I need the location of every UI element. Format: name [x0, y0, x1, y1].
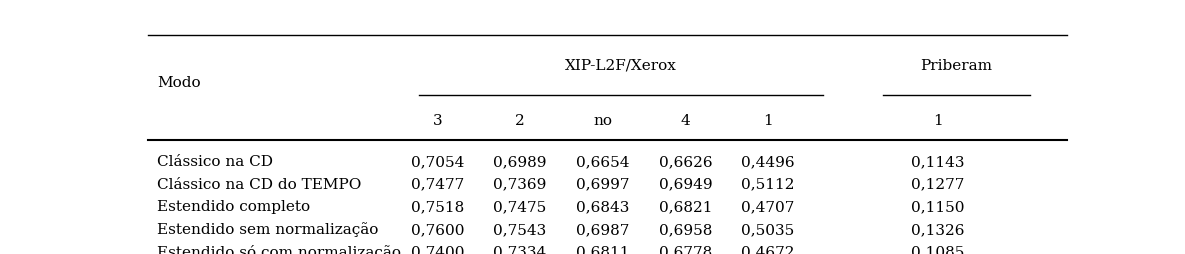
- Text: 0,6626: 0,6626: [659, 154, 712, 168]
- Text: Estendido só com normalização: Estendido só com normalização: [158, 244, 402, 254]
- Text: Priberam: Priberam: [921, 59, 992, 73]
- Text: 0,5112: 0,5112: [742, 177, 795, 191]
- Text: Estendido sem normalização: Estendido sem normalização: [158, 221, 379, 236]
- Text: 0,1143: 0,1143: [911, 154, 965, 168]
- Text: 0,7477: 0,7477: [411, 177, 465, 191]
- Text: 2: 2: [515, 114, 525, 128]
- Text: 4: 4: [680, 114, 690, 128]
- Text: 0,6987: 0,6987: [576, 222, 629, 236]
- Text: 0,6997: 0,6997: [576, 177, 629, 191]
- Text: 0,4672: 0,4672: [742, 245, 795, 254]
- Text: Estendido completo: Estendido completo: [158, 200, 310, 213]
- Text: 0,5035: 0,5035: [742, 222, 795, 236]
- Text: 0,7543: 0,7543: [493, 222, 546, 236]
- Text: 0,7475: 0,7475: [493, 200, 546, 213]
- Text: 1: 1: [933, 114, 943, 128]
- Text: Clássico na CD do TEMPO: Clássico na CD do TEMPO: [158, 177, 361, 191]
- Text: 0,6949: 0,6949: [659, 177, 712, 191]
- Text: 0,1277: 0,1277: [911, 177, 965, 191]
- Text: Modo: Modo: [158, 75, 201, 89]
- Text: 3: 3: [433, 114, 442, 128]
- Text: XIP-L2F/Xerox: XIP-L2F/Xerox: [565, 59, 677, 73]
- Text: 0,7054: 0,7054: [411, 154, 465, 168]
- Text: 0,6821: 0,6821: [659, 200, 712, 213]
- Text: 0,6989: 0,6989: [493, 154, 546, 168]
- Text: 0,7518: 0,7518: [411, 200, 465, 213]
- Text: Clássico na CD: Clássico na CD: [158, 154, 274, 168]
- Text: 0,7369: 0,7369: [493, 177, 546, 191]
- Text: 0,1326: 0,1326: [911, 222, 965, 236]
- Text: 1: 1: [763, 114, 773, 128]
- Text: 0,6958: 0,6958: [659, 222, 712, 236]
- Text: no: no: [594, 114, 613, 128]
- Text: 0,4707: 0,4707: [742, 200, 795, 213]
- Text: 0,6654: 0,6654: [576, 154, 629, 168]
- Text: 0,6778: 0,6778: [659, 245, 712, 254]
- Text: 0,6843: 0,6843: [576, 200, 629, 213]
- Text: 0,7400: 0,7400: [411, 245, 465, 254]
- Text: 0,7334: 0,7334: [493, 245, 546, 254]
- Text: 0,1085: 0,1085: [911, 245, 965, 254]
- Text: 0,7600: 0,7600: [411, 222, 465, 236]
- Text: 0,6811: 0,6811: [576, 245, 629, 254]
- Text: 0,4496: 0,4496: [741, 154, 795, 168]
- Text: 0,1150: 0,1150: [911, 200, 965, 213]
